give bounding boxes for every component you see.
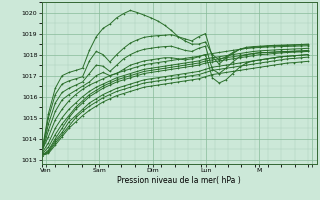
- X-axis label: Pression niveau de la mer( hPa ): Pression niveau de la mer( hPa ): [117, 176, 241, 185]
